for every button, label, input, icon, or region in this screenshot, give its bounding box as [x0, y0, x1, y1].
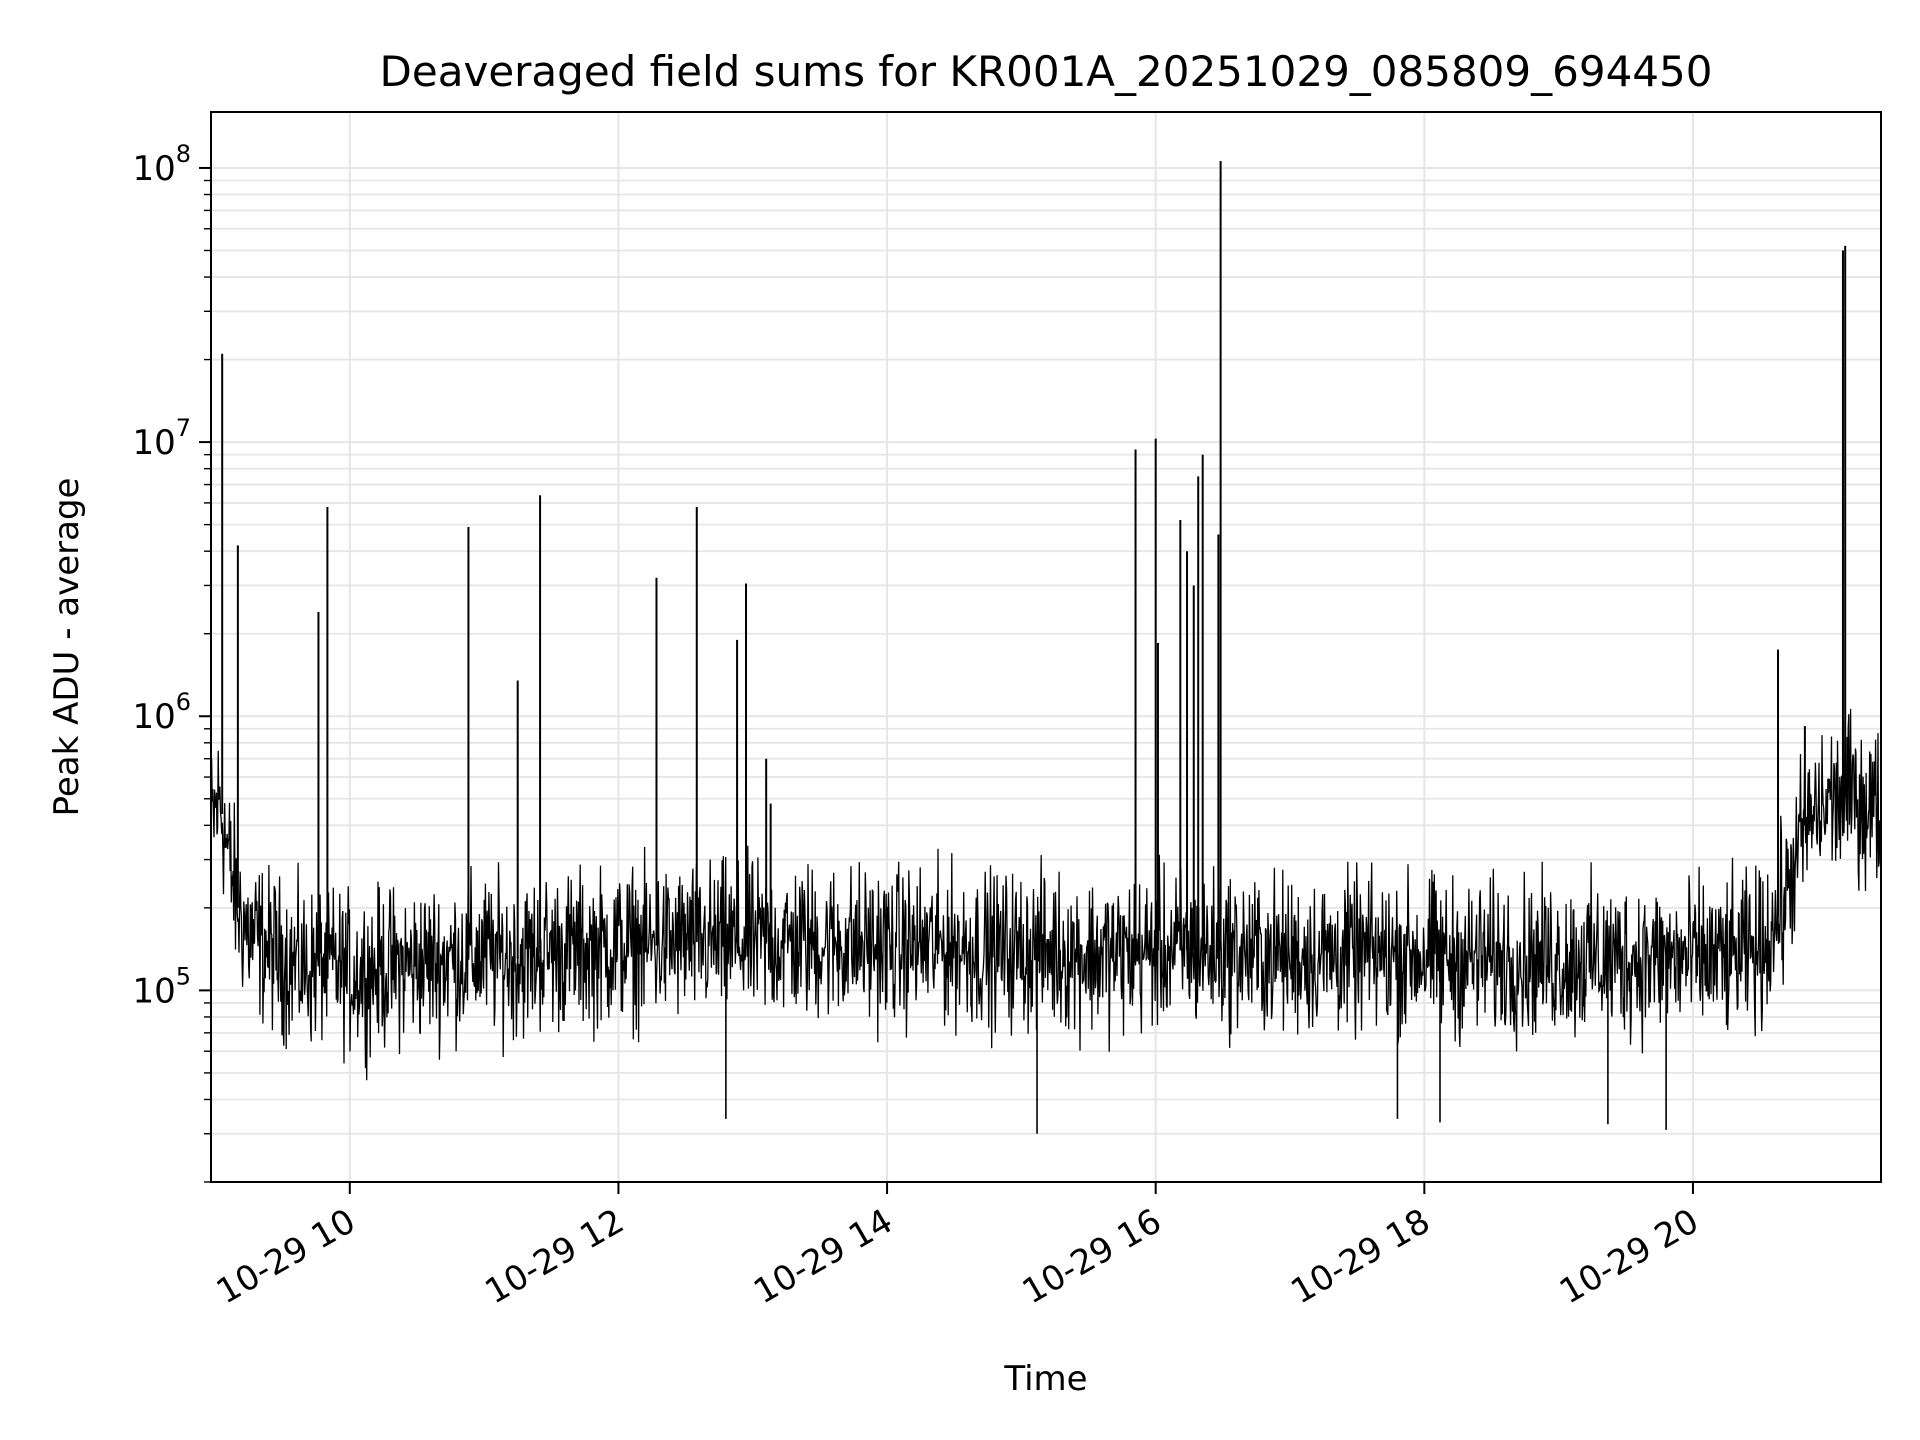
y-tick-label: 107	[132, 414, 191, 463]
grid	[211, 112, 1881, 1183]
chart-title: Deaveraged field sums for KR001A_2025102…	[380, 47, 1713, 96]
series-line	[210, 708, 1882, 1081]
y-tick-label: 108	[132, 140, 191, 189]
y-axis-label: Peak ADU - average	[47, 478, 87, 817]
data-series	[210, 161, 1882, 1134]
y-tick-label: 106	[132, 688, 191, 737]
x-axis-label: Time	[1003, 1359, 1087, 1399]
y-tick-label: 105	[132, 962, 191, 1011]
plot-frame	[210, 111, 1882, 1183]
